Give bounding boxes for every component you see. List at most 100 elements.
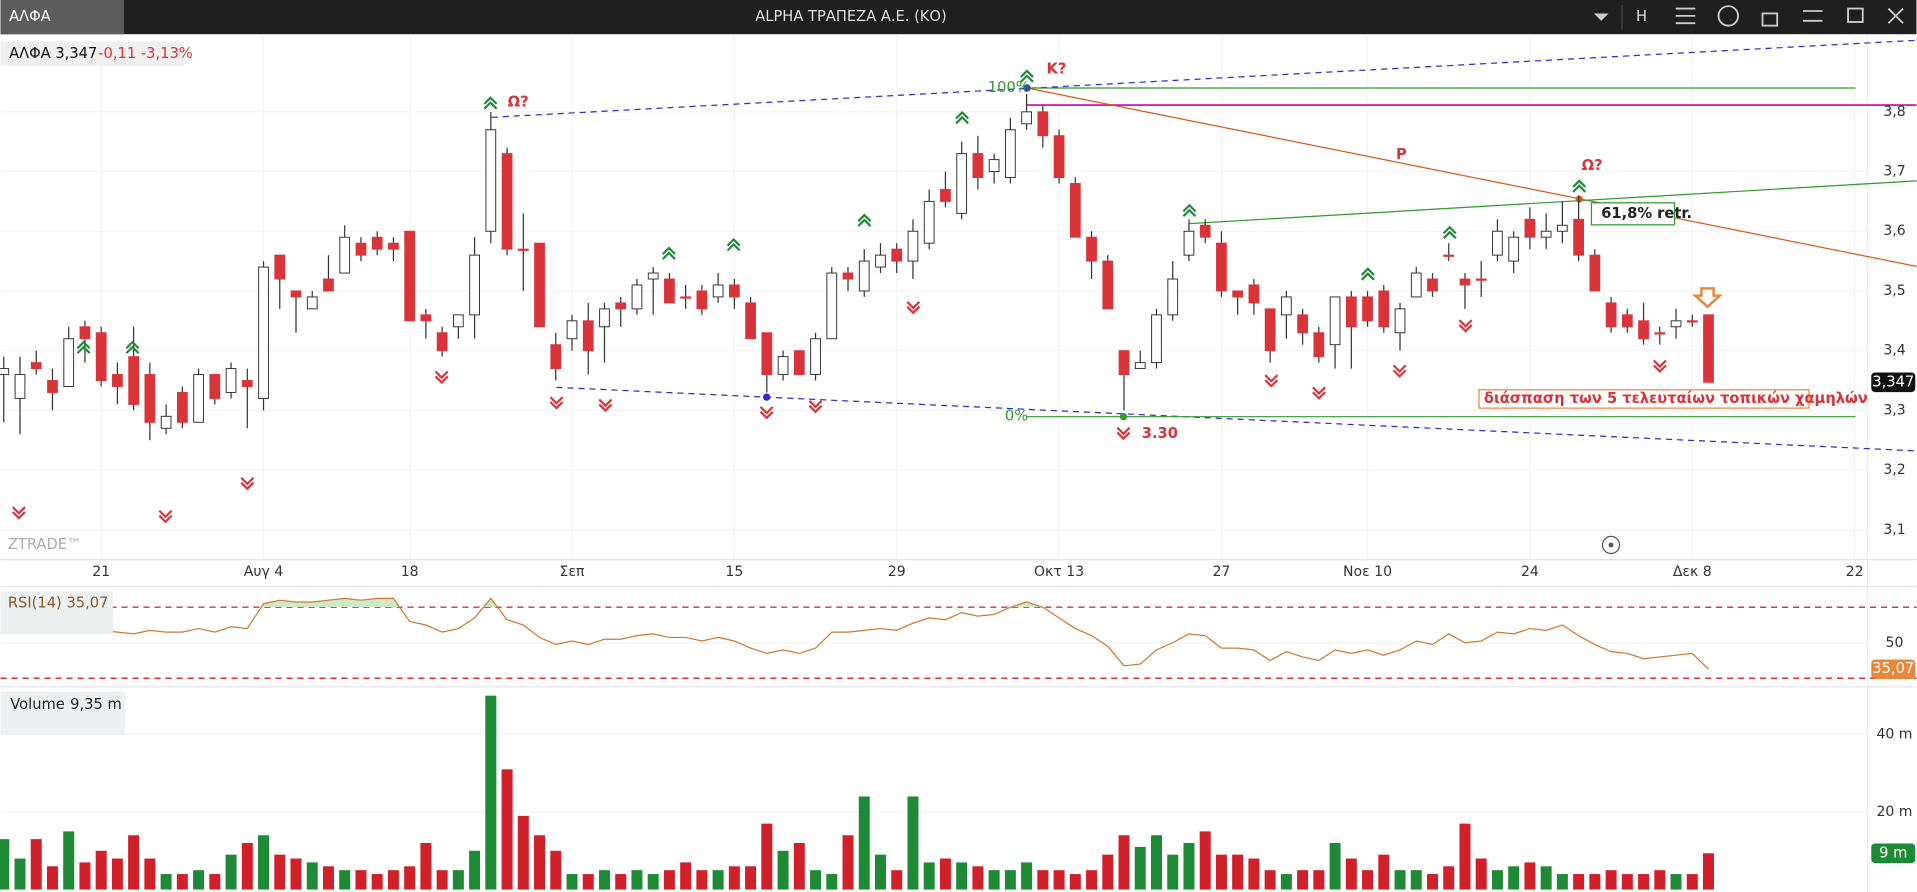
volume-bar (874, 854, 886, 890)
signal-down (1312, 386, 1326, 400)
volume-bar (517, 815, 529, 890)
volume-bar (1475, 858, 1487, 890)
candle-body (1573, 218, 1584, 256)
signal-up (76, 340, 91, 354)
candle-body (826, 272, 838, 340)
volume-bar (1297, 870, 1309, 890)
volume-bar (696, 870, 708, 890)
volume-bar (274, 854, 286, 890)
candle-body (1508, 236, 1520, 262)
channel-lower (556, 386, 1917, 452)
last-value-box (1871, 372, 1916, 393)
candle-body (485, 129, 497, 232)
candle-body (745, 302, 756, 340)
settings-icon[interactable] (1675, 7, 1696, 25)
candle-body (339, 236, 351, 274)
candle-body (209, 374, 221, 399)
volume-bar (728, 866, 740, 890)
volume-bar (1524, 862, 1536, 890)
y-tick-label: 3,1 (1883, 522, 1905, 538)
x-tick-label: Αυγ 4 (244, 564, 284, 580)
candle-body (1216, 242, 1227, 292)
volume-bar (1021, 862, 1033, 890)
candle-body (793, 350, 805, 376)
annotation: Ω? (1582, 157, 1603, 174)
volume-bar (858, 796, 870, 890)
x-tick-label: 15 (725, 564, 743, 580)
volume-bar (550, 850, 562, 890)
last-value-label: 9 m (1879, 844, 1907, 861)
annotation: 3.30 (1142, 425, 1178, 442)
candle-body (1362, 296, 1373, 322)
trend-line (1026, 87, 1917, 267)
candle-body (63, 338, 75, 387)
anchor-dot (1119, 413, 1128, 421)
y-tick-label: 3,2 (1883, 462, 1905, 478)
volume-bar (1654, 870, 1666, 890)
signal-up (483, 96, 498, 110)
x-tick-label: 21 (92, 564, 110, 580)
volume-bar (1410, 870, 1422, 890)
volume-bar (1670, 874, 1682, 890)
candle-body (355, 242, 367, 256)
close-icon[interactable] (1887, 7, 1904, 24)
volume-bar (534, 835, 546, 890)
volume-bar (1004, 870, 1016, 890)
signal-down (759, 406, 774, 420)
candle-body (566, 320, 578, 340)
candle-body (891, 248, 903, 262)
signal-up (662, 246, 676, 260)
candle-body (1492, 230, 1503, 256)
candle-body (664, 278, 675, 304)
signal-down (240, 476, 255, 491)
menu-icon[interactable] (1802, 10, 1823, 22)
volume-bar (1069, 874, 1081, 890)
volume-bar (1199, 831, 1211, 890)
candle-body (1345, 296, 1357, 328)
volume-bar (1686, 874, 1698, 890)
last-value-label: 35,07 (1872, 660, 1914, 677)
candle-body (1427, 278, 1438, 292)
volume-bar (1362, 870, 1374, 890)
volume-bar (1378, 854, 1390, 890)
volume-bar (956, 862, 968, 890)
y-tick-label: 50 (1886, 635, 1904, 651)
candle-body (30, 362, 42, 370)
candle-body (1540, 230, 1552, 238)
legend-value: 9,35 m (70, 696, 122, 713)
volume-bar (1702, 853, 1714, 890)
candle-body (501, 153, 513, 250)
candle-body (388, 242, 399, 250)
candle-body (47, 380, 58, 393)
candle-body (810, 338, 821, 376)
candle-body (1151, 314, 1162, 364)
volume-bar (1215, 854, 1227, 890)
y-tick-label: 3,6 (1883, 223, 1905, 239)
fib-label: 0% (1005, 408, 1028, 425)
lock-icon[interactable] (1761, 12, 1779, 27)
candle-body (1670, 320, 1682, 328)
signal-down (158, 509, 173, 524)
candle-body (241, 380, 253, 387)
tab[interactable] (0, 0, 124, 35)
candle-body (647, 272, 659, 280)
scroll-icon[interactable] (1601, 535, 1621, 555)
volume-bar (1426, 874, 1438, 890)
candle-body (1329, 296, 1341, 346)
dropdown-icon[interactable] (1593, 13, 1609, 21)
x-tick-label: Σεπ (560, 564, 585, 580)
quote-icon[interactable] (1717, 5, 1739, 27)
candle-body (1410, 272, 1422, 298)
volume-bar (1556, 874, 1568, 890)
watermark: ZTRADE™ (8, 536, 82, 553)
candle-body (907, 230, 919, 262)
volume-bar (939, 858, 951, 890)
restore-icon[interactable] (1847, 7, 1864, 23)
volume-bar (923, 862, 935, 890)
x-tick-label: 24 (1521, 564, 1539, 580)
candle-body (323, 278, 334, 292)
tab-label: ΑΛΦΑ (9, 8, 51, 25)
menu-h[interactable]: H (1636, 8, 1647, 25)
signal-down (1652, 359, 1667, 374)
volume-bar (111, 858, 123, 890)
